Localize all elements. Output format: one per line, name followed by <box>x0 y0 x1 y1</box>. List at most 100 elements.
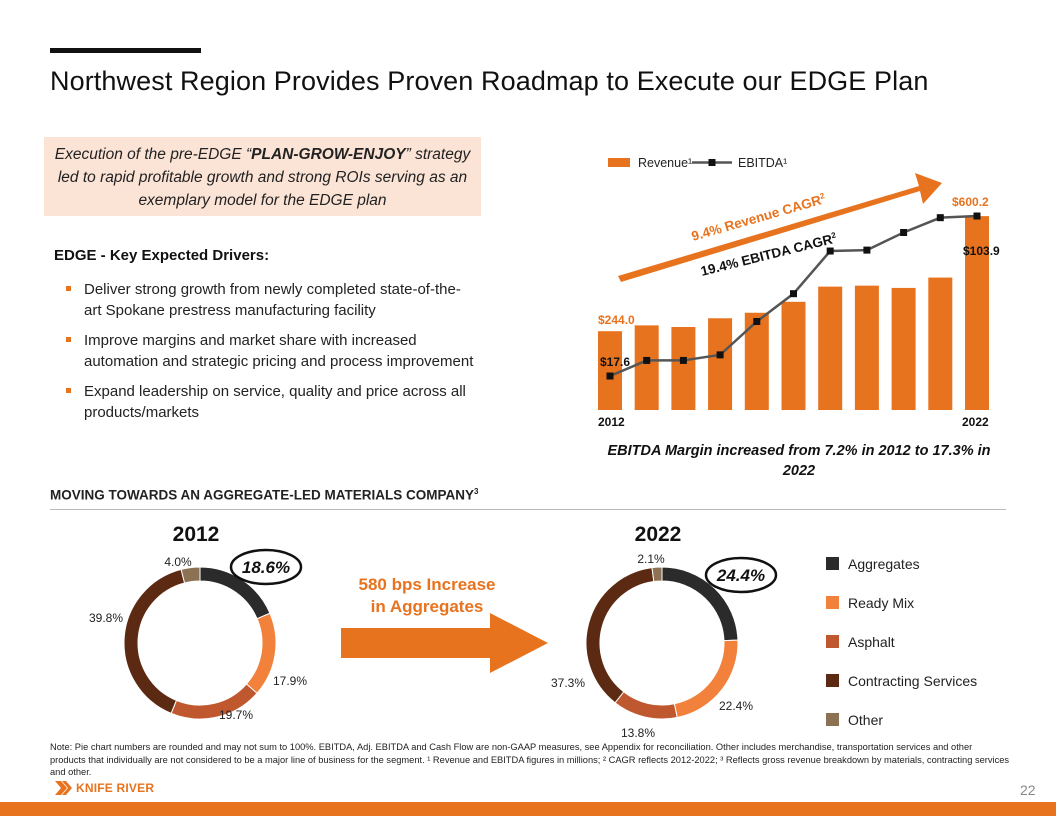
revenue-first-label: $244.0 <box>598 313 635 327</box>
slice-label: 19.7% <box>219 708 253 722</box>
section-heading: MOVING TOWARDS AN AGGREGATE-LED MATERIAL… <box>50 487 478 503</box>
slice-label: 13.8% <box>621 726 655 740</box>
legend-label: Contracting Services <box>848 672 978 689</box>
legend-revenue-label: Revenue¹ <box>638 156 692 170</box>
revenue-bar <box>928 277 953 410</box>
donut-slice <box>180 566 201 584</box>
bottom-accent-bar <box>0 802 1056 816</box>
drivers-list: Deliver strong growth from newly complet… <box>66 279 476 432</box>
legend-label: Ready Mix <box>848 594 915 611</box>
legend-item-aggregates: Aggregates <box>826 544 977 583</box>
legend-ebitda-marker <box>708 159 716 166</box>
revenue-bar <box>598 331 622 410</box>
arrow-text-line: 580 bps Increase <box>358 575 495 594</box>
ebitda-first-label: $17.6 <box>600 355 630 369</box>
aggregates-share-label: 24.4% <box>716 566 765 585</box>
revenue-bar <box>854 285 879 410</box>
section-heading-sup: 3 <box>474 487 479 496</box>
x-tick-label: 2022 <box>962 415 989 429</box>
revenue-bar <box>891 287 916 410</box>
revenue-bar <box>634 325 659 410</box>
legend-revenue-swatch <box>608 158 630 167</box>
footnote: Note: Pie chart numbers are rounded and … <box>50 742 1010 777</box>
page-number: 22 <box>1020 782 1036 798</box>
callout-text-pre: Execution of the pre-EDGE “ <box>54 146 252 163</box>
donut-slice <box>245 612 277 694</box>
callout-text-post: ” <box>405 146 411 163</box>
slice-label: 22.4% <box>719 699 753 713</box>
slice-label: 4.0% <box>164 555 192 569</box>
title-accent-bar <box>50 48 201 53</box>
legend-swatch <box>826 635 839 648</box>
donut-slice <box>123 568 186 714</box>
driver-item: Deliver strong growth from newly complet… <box>66 279 476 321</box>
driver-item: Expand leadership on service, quality an… <box>66 381 476 423</box>
ebitda-point <box>973 212 981 220</box>
legend-swatch <box>826 713 839 726</box>
legend-ebitda-label: EBITDA¹ <box>738 156 787 170</box>
increase-arrow <box>341 613 548 673</box>
x-tick-label: 2012 <box>598 415 625 429</box>
legend-label: Aggregates <box>848 555 920 572</box>
section-heading-text: MOVING TOWARDS AN AGGREGATE-LED MATERIAL… <box>50 487 474 503</box>
donut-slice <box>614 691 678 720</box>
slice-label: 2.1% <box>637 552 665 566</box>
highlight-ellipse <box>704 556 778 594</box>
ebitda-point <box>606 372 614 380</box>
driver-item: Improve margins and market share with in… <box>66 330 476 372</box>
revenue-bar <box>671 326 696 410</box>
legend-item-other: Other <box>826 700 977 739</box>
ebitda-point <box>679 356 687 364</box>
slice-label: 39.8% <box>89 611 123 625</box>
ebitda-point <box>936 214 944 222</box>
revenue-bar <box>781 301 806 410</box>
section-divider <box>50 509 1006 510</box>
revenue-bar <box>818 286 843 410</box>
ebitda-cagr-sup: 2 <box>830 230 837 240</box>
ebitda-last-label: $103.9 <box>963 244 1000 258</box>
ebitda-point <box>643 356 651 364</box>
drivers-heading: EDGE - Key Expected Drivers: <box>54 247 270 264</box>
revenue-bar <box>965 216 989 410</box>
legend-item-contracting: Contracting Services <box>826 661 977 700</box>
legend-swatch <box>826 596 839 609</box>
slice-label: 17.9% <box>273 674 307 688</box>
revenue-bar <box>708 318 733 410</box>
strategy-callout: Execution of the pre-EDGE “PLAN-GROW-ENJ… <box>44 137 481 216</box>
ebitda-point <box>826 247 834 255</box>
knife-river-logo-icon <box>55 781 72 795</box>
slide-title: Northwest Region Provides Proven Roadmap… <box>50 66 929 96</box>
highlight-ellipse <box>229 548 303 586</box>
ebitda-point <box>863 246 871 254</box>
legend-swatch <box>826 674 839 687</box>
arrow-text-line: in Aggregates <box>371 597 484 616</box>
ebitda-point <box>753 317 761 325</box>
revenue-trend-arrow <box>618 173 942 282</box>
legend-label: Asphalt <box>848 633 895 650</box>
logo-text: KNIFE RIVER <box>76 781 155 795</box>
ebitda-cagr-label: 19.4% EBITDA CAGR2 <box>699 230 839 278</box>
ebitda-point <box>716 351 724 359</box>
ebitda-point <box>900 229 908 237</box>
legend-label: Other <box>848 711 884 728</box>
callout-text-rest: strategy led to rapid profitable growth … <box>57 146 471 209</box>
donut-slice <box>585 567 655 704</box>
revenue-mix-donuts: 2012 17.9% 19.7% 39.8% 4.0% 18.6% 2022 22.4% 13.… <box>89 523 778 740</box>
ebitda-margin-note: EBITDA Margin increased from 7.2% in 201… <box>607 443 991 479</box>
donut-legend: Aggregates Ready Mix Asphalt Contracting… <box>826 544 977 739</box>
donut-title: 2012 <box>173 523 220 546</box>
slice-label: 37.3% <box>551 676 585 690</box>
legend-item-asphalt: Asphalt <box>826 622 977 661</box>
company-logo: KNIFE RIVER <box>55 781 154 795</box>
ebitda-point <box>790 290 797 298</box>
legend-swatch <box>826 557 839 570</box>
donut-title: 2022 <box>635 523 682 546</box>
revenue-last-label: $600.2 <box>952 195 989 209</box>
revenue-bar <box>744 312 769 410</box>
legend-item-ready-mix: Ready Mix <box>826 583 977 622</box>
callout-bold-text: PLAN-GROW-ENJOY <box>251 146 406 163</box>
donut-slice <box>651 566 663 583</box>
aggregates-share-label: 18.6% <box>242 558 290 577</box>
revenue-cagr-sup: 2 <box>819 191 826 201</box>
